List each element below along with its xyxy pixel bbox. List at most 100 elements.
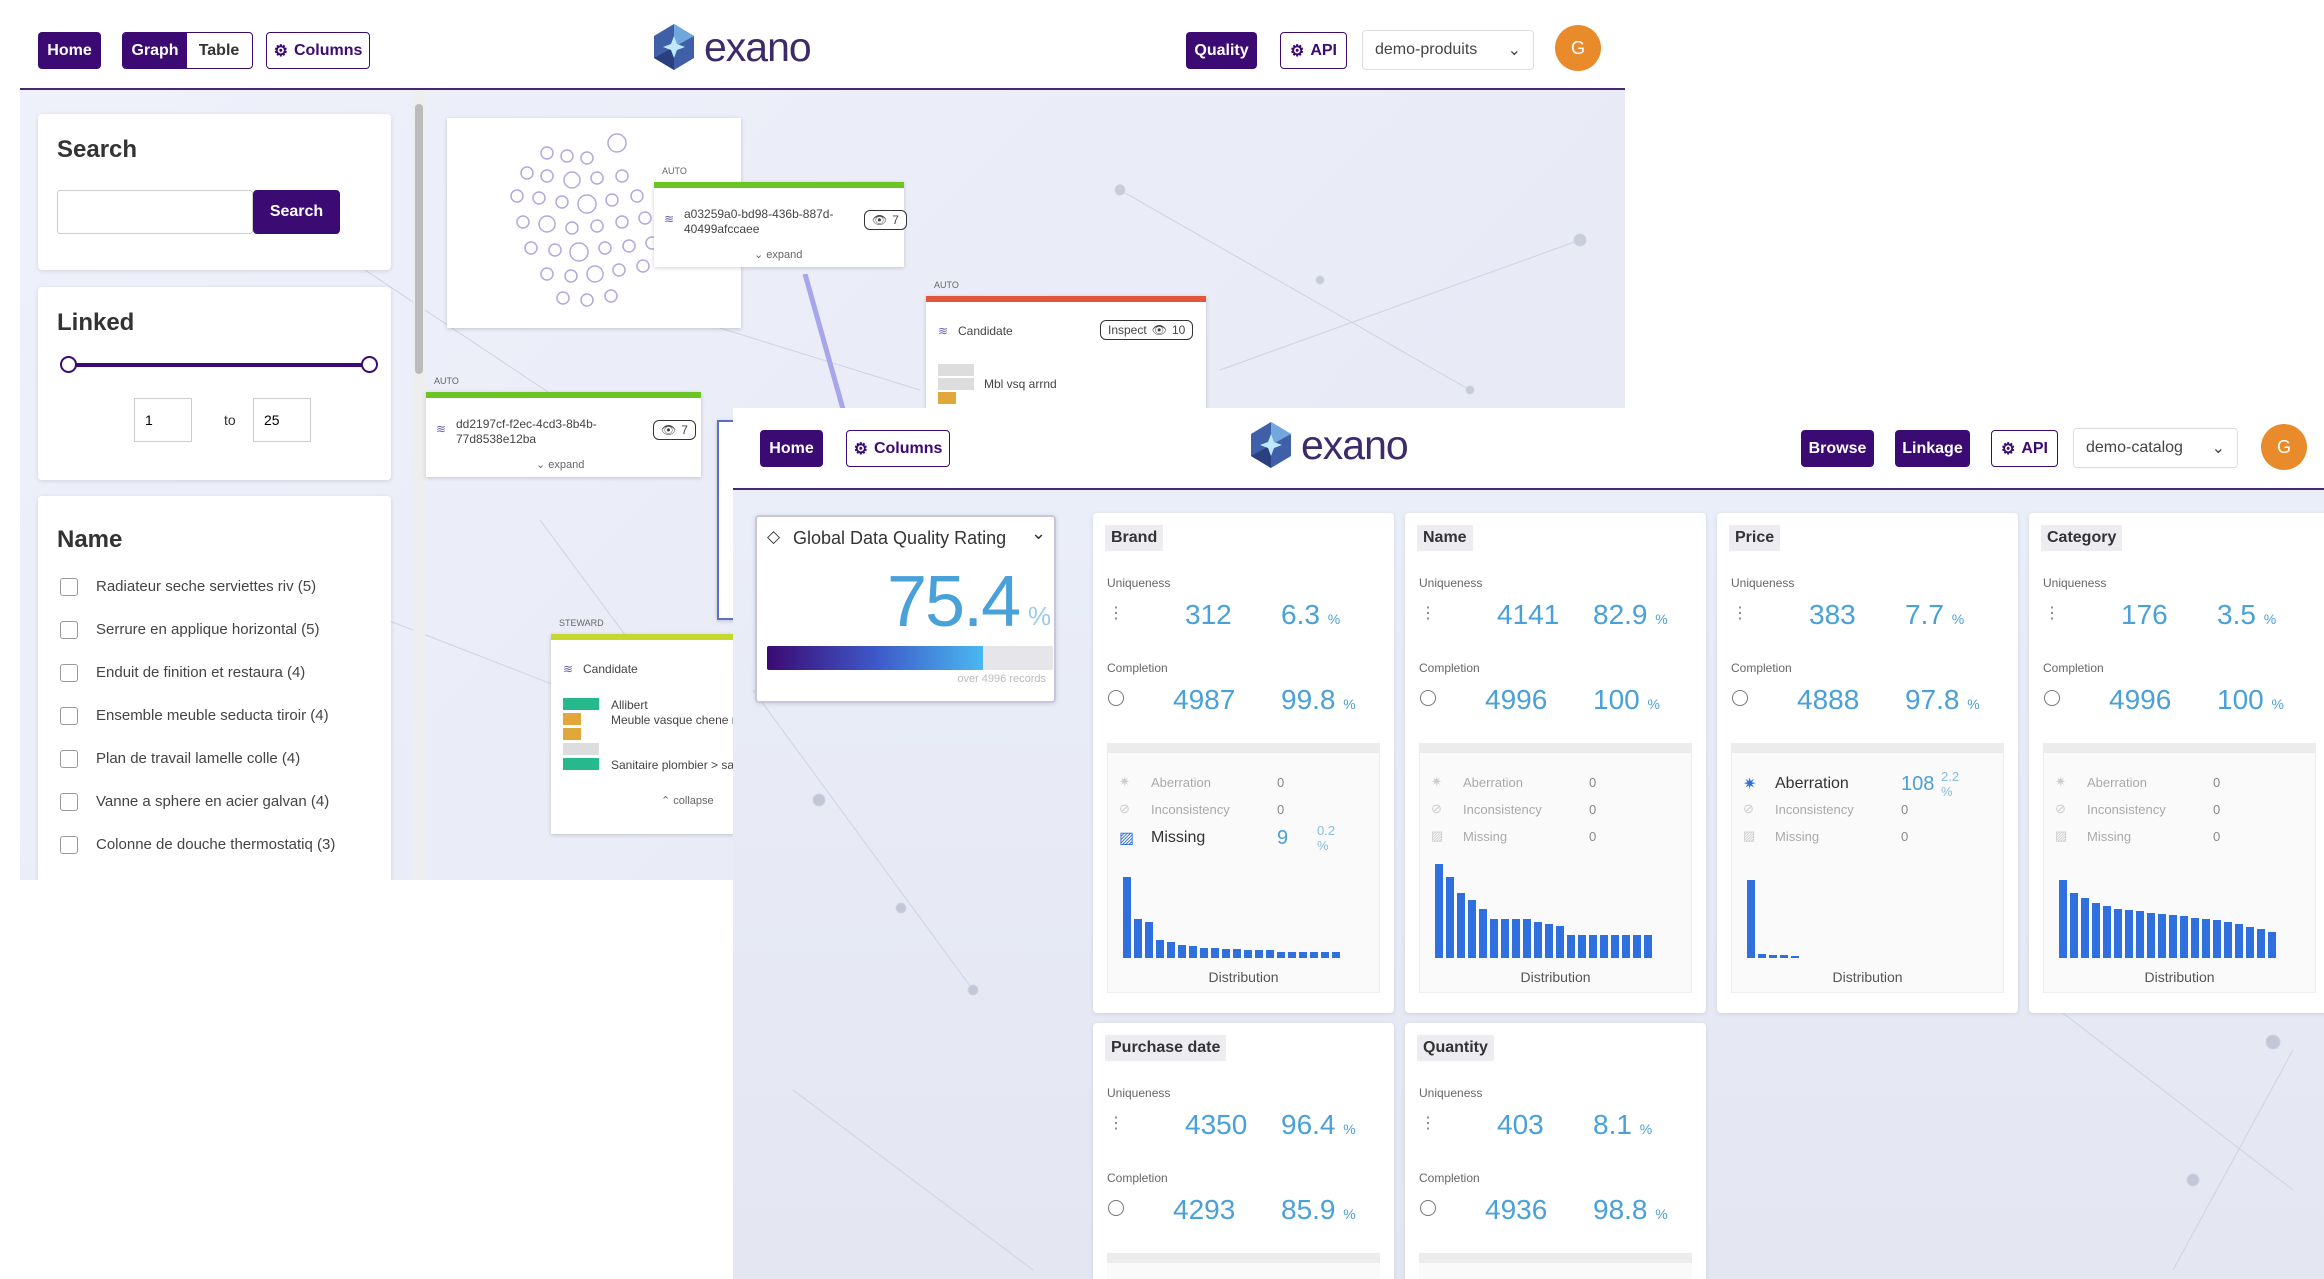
browse-button[interactable]: Browse (1801, 430, 1874, 467)
expand-toggle[interactable]: ⌄ expand (754, 249, 803, 261)
search-panel: Search Search (38, 114, 391, 270)
circle-icon (1419, 1199, 1437, 1217)
distribution-bar (2257, 929, 2265, 958)
node-count-pill[interactable]: 👁 7 (864, 210, 907, 230)
name-filter-item[interactable]: Enduit de finition et restaura (4) (60, 651, 335, 694)
table-tab[interactable]: Table (198, 41, 240, 59)
dataset-select[interactable]: demo-catalog ⌄ (2073, 428, 2238, 468)
search-button-label: Search (269, 203, 324, 220)
inconsistency-row[interactable]: ⊘ Inconsistency 0 (1107, 801, 1284, 817)
uniqueness-label: Uniqueness (1731, 576, 1795, 590)
distribution-bar (1747, 880, 1755, 958)
inconsistency-row[interactable]: ⊘ Inconsistency 0 (1419, 801, 1596, 817)
quality-button[interactable]: Quality (1186, 32, 1257, 69)
graph-node-card[interactable]: AUTO ≋ Candidate Inspect 👁 10 Mbl vsq arrn… (926, 280, 1206, 426)
chevron-down-icon: ⌄ (2211, 440, 2225, 457)
linkage-button[interactable]: Linkage (1895, 430, 1970, 467)
distribution-bar (1156, 939, 1164, 958)
columns-button[interactable]: ⚙ Columns (266, 32, 370, 69)
node-label: Candidate (958, 324, 1013, 338)
range-to-input[interactable] (253, 398, 311, 442)
home-button[interactable]: Home (38, 32, 101, 69)
aberration-row[interactable]: ✷ Aberration 0 (2043, 774, 2220, 790)
name-filter-item[interactable]: Colonne de douche thermostatiq (3) (60, 823, 335, 866)
graph-node-card[interactable]: AUTO ≋ a03259a0-bd98-436b-887d-40499afcc… (654, 166, 907, 267)
field-quality-card: Name Uniqueness ⋮ 4141 82.9 % Completion 4996 1… (1405, 513, 1706, 1013)
eye-icon: 👁 (1151, 323, 1167, 337)
brand-name: exano (704, 23, 812, 70)
range-max-handle[interactable] (361, 356, 378, 373)
avatar-initial: G (2276, 436, 2291, 457)
checkbox[interactable] (60, 577, 78, 596)
columns-button[interactable]: ⚙ Columns (846, 430, 950, 467)
name-filter-item[interactable]: Vanne a sphere en acier galvan (4) (60, 780, 335, 823)
uniqueness-percent: 82.9 % (1593, 599, 1668, 631)
distribution-bar (1523, 919, 1531, 958)
missing-row[interactable]: ▨ Missing 9 0.2 % (1107, 823, 1335, 853)
brand-name: exano (1301, 421, 1409, 468)
uniqueness-percent: 7.7 % (1905, 599, 1964, 631)
name-filter-item[interactable]: Radiateur seche serviettes riv (5) (60, 565, 335, 608)
checkbox[interactable] (60, 835, 78, 854)
checkbox[interactable] (60, 620, 78, 639)
distribution-bar (2059, 880, 2067, 958)
aberration-row[interactable]: ✷ Aberration 0 (1107, 774, 1284, 790)
graph-tab[interactable]: Graph (123, 33, 187, 68)
panel-scrollbar[interactable] (413, 90, 425, 880)
home-button[interactable]: Home (760, 430, 823, 467)
completion-label: Completion (1107, 661, 1168, 675)
name-filter-item[interactable]: Serrure en applique horizontal (5) (60, 608, 335, 651)
global-score-unit: % (1028, 601, 1052, 631)
node-count-pill[interactable]: 👁 7 (653, 420, 696, 440)
user-avatar[interactable]: G (1555, 25, 1601, 71)
inconsistency-row[interactable]: ⊘ Inconsistency 0 (1731, 801, 1908, 817)
range-to-label: to (224, 412, 236, 428)
name-filter-item[interactable]: Ensemble meuble seducta tiroir (4) (60, 694, 335, 737)
aberration-row[interactable]: ✷ Aberration 0 (1419, 774, 1596, 790)
inconsistency-row[interactable]: ⊘ Inconsistency 0 (2043, 801, 2220, 817)
checkbox[interactable] (60, 663, 78, 682)
aberration-row[interactable]: ✷ Aberration 108 2.2 % (1731, 769, 1959, 799)
completion-label: Completion (1419, 661, 1480, 675)
linked-range-track (68, 363, 370, 367)
field-name: Category (2041, 525, 2123, 551)
global-quality-card: ◇ Global Data Quality Rating ⌄ 75.4 % ov… (755, 515, 1056, 703)
graph-node-card[interactable]: AUTO ≋ dd2197cf-f2ec-4cd3-8b4b-77d8538e1… (426, 376, 701, 477)
top-nav-bar: Home ⚙ Columns exano Browse Linkage ⚙ API … (733, 408, 2324, 490)
linkage-label: Linkage (1902, 439, 1963, 457)
error-distribution-panel (1731, 743, 2004, 993)
api-button[interactable]: ⚙ API (1280, 32, 1347, 69)
minimap-cluster (510, 133, 659, 307)
search-button[interactable]: Search (253, 190, 340, 234)
collapse-toggle[interactable]: ⌃ collapse (661, 795, 714, 807)
checkbox[interactable] (60, 792, 78, 811)
scrollbar-thumb[interactable] (415, 104, 423, 374)
missing-row[interactable]: ▨ Missing 0 (1731, 828, 1908, 844)
distribution-bar (1145, 921, 1153, 958)
field-swatch (938, 364, 974, 376)
node-status-bar (926, 296, 1206, 302)
search-input[interactable] (57, 190, 253, 234)
dataset-select[interactable]: demo-produits ⌄ (1362, 30, 1534, 70)
range-min-handle[interactable] (60, 356, 77, 373)
chevron-down-icon[interactable]: ⌄ (1031, 523, 1047, 543)
api-button[interactable]: ⚙ API (1991, 430, 2058, 467)
inspect-label: Inspect (1108, 323, 1147, 337)
distribution-bar (1633, 934, 1641, 958)
range-from-input[interactable] (134, 398, 192, 442)
expand-toggle[interactable]: ⌄ expand (536, 459, 585, 471)
layers-icon: ≋ (664, 212, 675, 226)
completion-percent: 98.8 % (1593, 1194, 1668, 1226)
user-avatar[interactable]: G (2261, 424, 2307, 470)
checkbox[interactable] (60, 706, 78, 725)
checkbox[interactable] (60, 749, 78, 768)
missing-row[interactable]: ▨ Missing 0 (2043, 828, 2220, 844)
inspect-button[interactable]: Inspect 👁 10 (1100, 320, 1194, 340)
uniqueness-label: Uniqueness (2043, 576, 2107, 590)
aberration-count: 0 (1589, 774, 1597, 790)
distribution-bar (1288, 951, 1296, 958)
missing-row[interactable]: ▨ Missing 0 (1419, 828, 1596, 844)
name-filter-item[interactable]: Plan de travail lamelle colle (4) (60, 737, 335, 780)
field-name: Quantity (1417, 1035, 1494, 1061)
distribution-bar (1512, 919, 1520, 958)
